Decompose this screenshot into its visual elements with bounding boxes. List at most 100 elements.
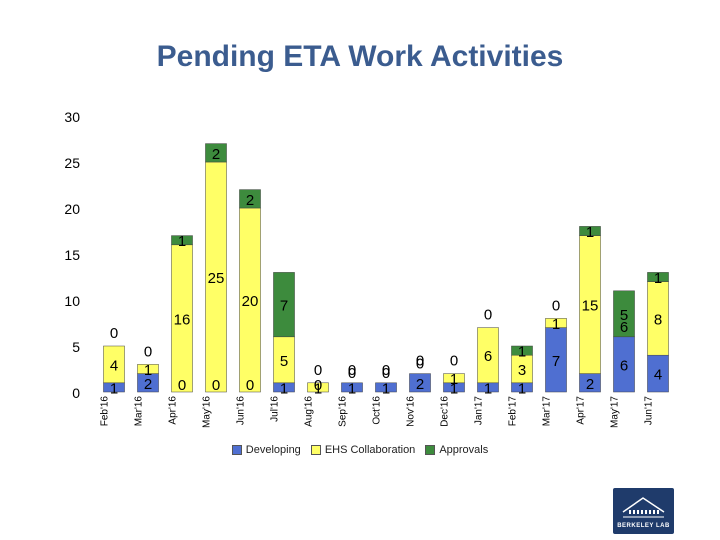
data-label: 20 (242, 293, 259, 310)
data-label: 2 (586, 376, 594, 393)
x-tick-label: Mar'16 (133, 396, 144, 427)
data-label: 0 (314, 377, 322, 394)
data-label: 1 (518, 380, 526, 397)
data-label: 0 (416, 353, 424, 370)
data-label: 0 (144, 343, 152, 360)
y-tick-label: 30 (64, 109, 80, 125)
data-label: 1 (552, 316, 560, 333)
data-label: 3 (518, 362, 526, 379)
bar-segment (273, 272, 295, 338)
y-tick-label: 5 (72, 339, 80, 355)
data-label: 1 (586, 224, 594, 241)
data-label: 1 (382, 380, 390, 397)
data-label: 6 (620, 357, 628, 374)
bar-segment (613, 290, 635, 338)
data-label: 6 (620, 319, 628, 336)
x-tick-label: Jul'16 (269, 396, 280, 422)
data-label: 16 (174, 311, 191, 328)
x-tick-label: Jun'17 (643, 396, 654, 426)
x-tick-label: May'16 (201, 396, 212, 428)
data-label: 0 (484, 307, 492, 324)
bar-segment (409, 373, 431, 393)
legend-swatch (231, 445, 242, 455)
y-tick-label: 0 (72, 385, 80, 401)
data-label: 1 (280, 380, 288, 397)
legend: Developing EHS Collaboration Approvals (0, 444, 720, 456)
bar-segment (307, 382, 329, 393)
x-tick-label: Dec'16 (439, 396, 450, 427)
data-label: 7 (280, 298, 288, 315)
data-label: 1 (484, 380, 492, 397)
data-label: 1 (348, 380, 356, 397)
y-tick-label: 20 (64, 201, 80, 217)
x-tick-label: Feb'17 (507, 396, 518, 427)
x-tick-label: Oct'16 (371, 396, 382, 425)
data-label: 1 (178, 233, 186, 250)
y-tick-label: 10 (64, 293, 80, 309)
bar-segment (103, 345, 125, 384)
bar-segment (443, 373, 465, 384)
bar-segment (205, 143, 227, 163)
data-label: 4 (110, 357, 118, 374)
bar-segment (545, 318, 567, 328)
data-label: 0 (450, 353, 458, 370)
legend-item: Approvals (425, 444, 488, 456)
bar-segment (341, 382, 363, 393)
data-label: 2 (246, 192, 254, 209)
x-tick-label: Jan'17 (473, 396, 484, 426)
legend-item: EHS Collaboration (310, 444, 415, 456)
data-label: 1 (654, 270, 662, 287)
data-label: 1 (314, 380, 322, 397)
x-tick-label: Jun'16 (235, 396, 246, 426)
y-tick-label: 15 (64, 247, 80, 263)
bar-segment (477, 327, 499, 384)
data-label: 0 (212, 377, 220, 394)
data-label: 0 (416, 356, 424, 373)
x-tick-label: May'17 (609, 396, 620, 428)
data-label: 1 (144, 362, 152, 379)
data-label: 0 (552, 297, 560, 314)
data-label: 0 (246, 377, 254, 394)
data-label: 5 (280, 353, 288, 370)
bar-segment (511, 345, 533, 356)
y-tick-label: 25 (64, 155, 80, 171)
x-tick-label: Mar'17 (541, 396, 552, 427)
data-label: 8 (654, 311, 662, 328)
bar-segment (579, 226, 601, 236)
logo-text: BERKELEY LAB (617, 523, 670, 529)
bar-segment (375, 382, 397, 393)
data-label: 1 (450, 380, 458, 397)
data-label: 0 (314, 362, 322, 379)
bar-segment (171, 235, 193, 246)
bar-segment (647, 272, 669, 282)
x-tick-label: Nov'16 (405, 396, 416, 427)
legend-label: Developing (245, 444, 301, 456)
chart-title: Pending ETA Work Activities (156, 40, 564, 73)
x-tick-label: Aug'16 (303, 396, 314, 427)
data-label: 0 (178, 377, 186, 394)
data-label: 0 (382, 362, 390, 379)
data-label: 0 (110, 325, 118, 342)
data-label: 0 (382, 365, 390, 382)
data-label: 6 (484, 348, 492, 365)
legend-swatch (310, 445, 321, 455)
bar-segment (137, 364, 159, 374)
data-label: 0 (348, 362, 356, 379)
data-label: 1 (110, 380, 118, 397)
berkeley-lab-logo: BERKELEY LAB (613, 488, 674, 534)
data-label: 1 (518, 344, 526, 361)
legend-label: Approvals (439, 444, 489, 456)
data-label: 1 (450, 371, 458, 388)
data-label: 7 (552, 353, 560, 370)
legend-swatch (425, 445, 436, 455)
data-label: 15 (582, 298, 599, 315)
x-tick-label: Feb'16 (99, 396, 110, 427)
building-icon (622, 497, 665, 518)
data-label: 2 (416, 376, 424, 393)
data-label: 5 (620, 307, 628, 324)
data-label: 25 (208, 270, 225, 287)
data-label: 4 (654, 367, 662, 384)
data-label: 0 (348, 365, 356, 382)
x-tick-label: Sep'16 (337, 396, 348, 427)
